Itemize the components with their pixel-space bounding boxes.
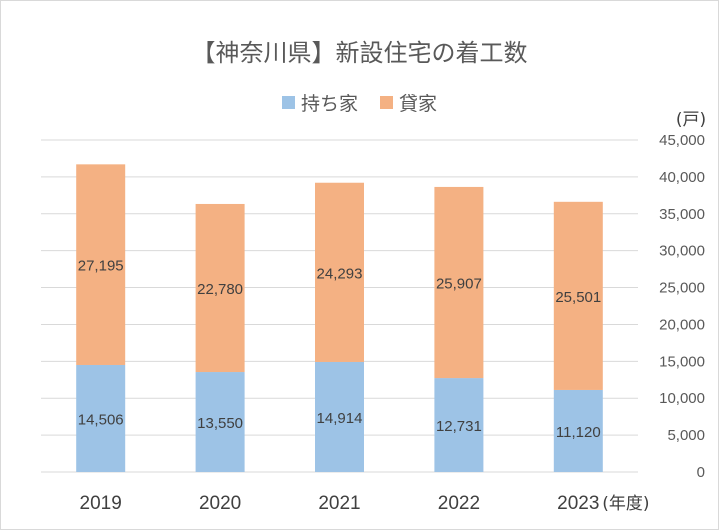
legend-label-rental-house: 貸家: [399, 93, 438, 115]
y-tick-label: 30,000: [659, 243, 705, 260]
y-tick-label: 10,000: [659, 390, 705, 407]
bar-rental-house-2020: [195, 203, 245, 373]
chart-title: 【神奈川県】新設住宅の着工数: [191, 39, 528, 67]
bar-rental-house-2023: [553, 201, 603, 390]
y-tick-label: 45,000: [659, 132, 705, 149]
x-tick-label: 2020: [199, 493, 241, 514]
data-label-rental-house-2023: 25,501: [555, 289, 601, 306]
y-unit-label: (戸): [676, 110, 706, 130]
legend-item-rental-house: 貸家: [380, 89, 437, 116]
data-label-rental-house-2020: 22,780: [197, 281, 243, 298]
y-tick-label: 20,000: [659, 316, 705, 333]
bar-rental-house-2022: [434, 186, 484, 379]
bar-rental-house-2019: [76, 164, 126, 365]
data-label-owned-house-2022: 12,731: [436, 418, 482, 435]
data-label-owned-house-2023: 11,120: [556, 424, 601, 441]
y-tick-label: 0: [697, 464, 705, 481]
data-label-owned-house-2021: 14,914: [317, 410, 363, 427]
bar-owned-house-2019: [76, 364, 126, 472]
legend-swatch-rental-house: [380, 96, 393, 109]
bar-owned-house-2021: [315, 361, 364, 472]
y-tick-label: 15,000: [659, 353, 705, 370]
bar-owned-house-2022: [434, 378, 484, 472]
y-tick-label: 40,000: [659, 169, 705, 186]
data-label-owned-house-2020: 13,550: [197, 415, 243, 432]
bar-rental-house-2021: [315, 182, 364, 362]
x-tick-label: 2022: [438, 493, 480, 514]
y-tick-label: 5,000: [667, 427, 705, 444]
legend-item-owned-house: 持ち家: [281, 89, 358, 116]
x-tick-label: 2021: [318, 493, 360, 514]
x-tick-label: 2019: [80, 493, 122, 514]
legend: 持ち家 貸家: [1, 89, 718, 116]
x-unit-label: (年度): [602, 494, 649, 514]
legend-swatch-owned-house: [281, 96, 295, 109]
legend-label-owned-house: 持ち家: [300, 93, 358, 115]
y-tick-label: 35,000: [659, 206, 705, 223]
data-label-rental-house-2021: 24,293: [317, 265, 363, 282]
bar-owned-house-2023: [553, 389, 603, 472]
data-label-rental-house-2019: 27,195: [78, 258, 124, 275]
data-label-owned-house-2019: 14,506: [78, 411, 124, 428]
y-tick-label: 25,000: [659, 280, 705, 297]
data-label-rental-house-2022: 25,907: [436, 276, 482, 293]
x-tick-label: 2023: [557, 493, 599, 514]
bar-owned-house-2020: [195, 372, 245, 472]
